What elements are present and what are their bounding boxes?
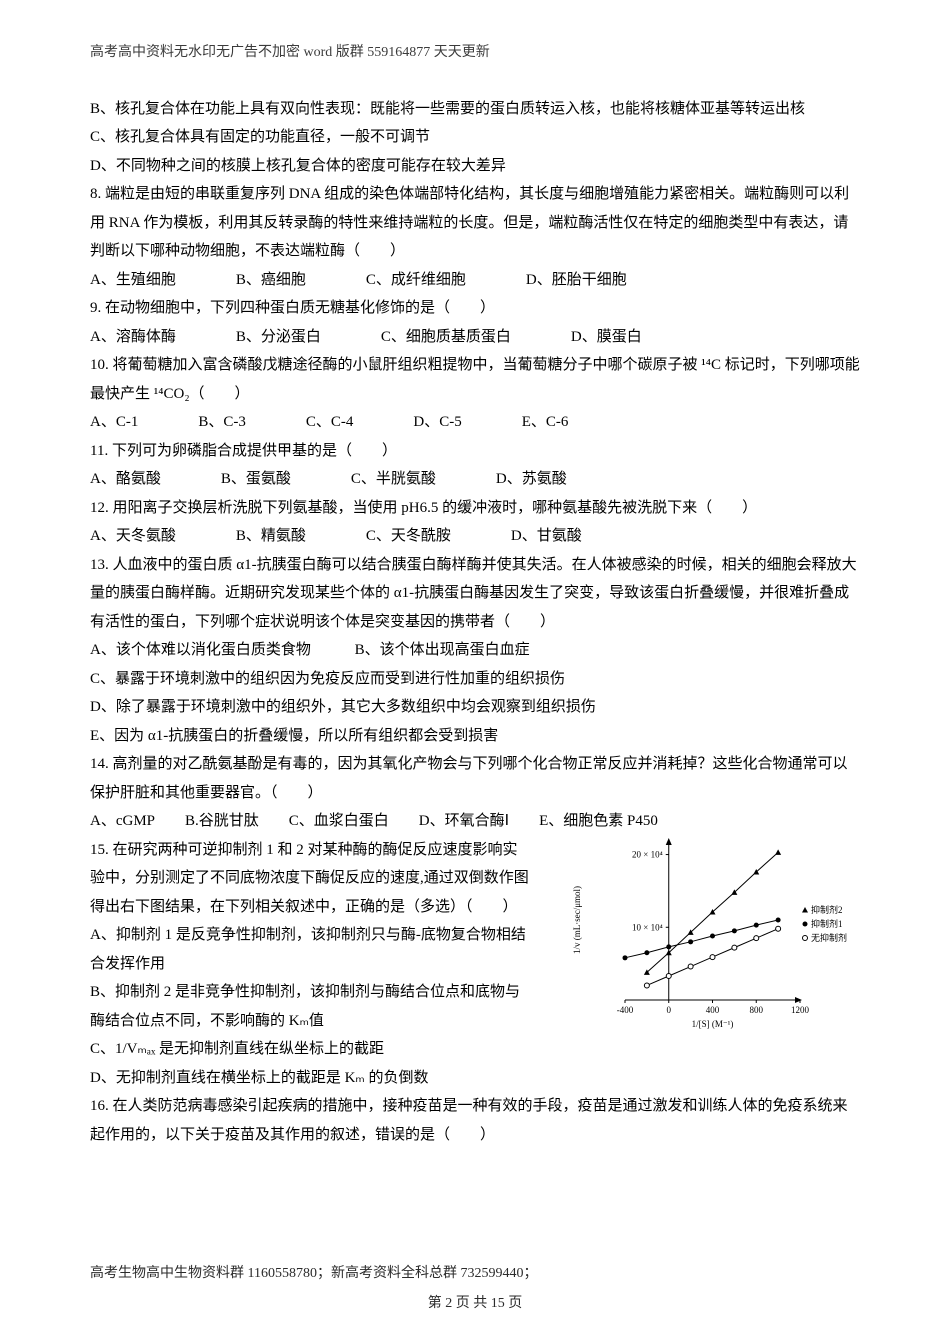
q11-a: A、酪氨酸: [90, 465, 161, 494]
svg-text:10 × 10⁴: 10 × 10⁴: [632, 922, 663, 932]
opt-c: C、核孔复合体具有固定的功能直径，一般不可调节: [90, 123, 860, 152]
q16-stem: 16. 在人类防范病毒感染引起疾病的措施中，接种疫苗是一种有效的手段，疫苗是通过…: [90, 1092, 860, 1149]
q12-a: A、天冬氨酸: [90, 522, 176, 551]
q8-a: A、生殖细胞: [90, 266, 176, 295]
q12-d: D、甘氨酸: [511, 522, 582, 551]
svg-text:800: 800: [750, 1005, 764, 1015]
q10-b: B、C-3: [198, 408, 246, 437]
opt-b: B、核孔复合体在功能上具有双向性表现：既能将一些需要的蛋白质转运入核，也能将核糖…: [90, 95, 860, 124]
q9-stem: 9. 在动物细胞中，下列四种蛋白质无糖基化修饰的是（ ）: [90, 294, 860, 323]
q8-d: D、胚胎干细胞: [526, 266, 627, 295]
q14-d: D、环氧合酶Ⅰ: [419, 807, 509, 836]
q9-c: C、细胞质基质蛋白: [381, 323, 511, 352]
q13-stem: 13. 人血液中的蛋白质 α1-抗胰蛋白酶可以结合胰蛋白酶样酶并使其失活。在人体…: [90, 551, 860, 637]
svg-text:20 × 10⁴: 20 × 10⁴: [632, 850, 663, 860]
q13-e: E、因为 α1-抗胰蛋白的折叠缓慢，所以所有组织都会受到损害: [90, 722, 860, 751]
svg-text:抑制剂2: 抑制剂2: [811, 904, 843, 915]
lineweaver-burk-chart: -400 0 400 800 1200 10 × 10⁴ 20 × 10⁴ 1/[S] (M⁻…: [570, 830, 860, 1030]
svg-text:1200: 1200: [791, 1005, 810, 1015]
svg-text:1/[S] (M⁻¹): 1/[S] (M⁻¹): [692, 1019, 734, 1029]
q13-options: A、该个体难以消化蛋白质类食物 B、该个体出现高蛋白血症: [90, 636, 860, 665]
q14-stem: 14. 高剂量的对乙酰氨基酚是有毒的，因为其氧化产物会与下列哪个化合物正常反应并…: [90, 750, 860, 807]
q11-options: A、酪氨酸 B、蛋氨酸 C、半胱氨酸 D、苏氨酸: [90, 465, 860, 494]
q10-options: A、C-1 B、C-3 C、C-4 D、C-5 E、C-6: [90, 408, 860, 437]
q10-e: E、C-6: [522, 408, 569, 437]
q8-stem: 8. 端粒是由短的串联重复序列 DNA 组成的染色体端部特化结构，其长度与细胞增…: [90, 180, 860, 266]
q10-c: C、C-4: [306, 408, 354, 437]
q13-d: D、除了暴露于环境刺激中的组织外，其它大多数组织中均会观察到组织损伤: [90, 693, 860, 722]
svg-text:1/v (mL·sec/μmol): 1/v (mL·sec/μmol): [572, 886, 582, 954]
q14-c: C、血浆白蛋白: [289, 807, 389, 836]
q15-c: C、1/Vₘₐₓ 是无抑制剂直线在纵坐标上的截距: [90, 1035, 860, 1064]
q10-d: D、C-5: [413, 408, 461, 437]
q15-a: A、抑制剂 1 是反竞争性抑制剂，该抑制剂只与酶-底物复合物相结合发挥作用: [90, 921, 530, 978]
svg-text:400: 400: [706, 1005, 720, 1015]
page-footer: 高考生物高中生物资料群 1160558780；新高考资料全科总群 7325994…: [90, 1261, 860, 1318]
q12-c: C、天冬酰胺: [366, 522, 451, 551]
svg-text:抑制剂1: 抑制剂1: [811, 918, 843, 929]
q8-options: A、生殖细胞 B、癌细胞 C、成纤维细胞 D、胚胎干细胞: [90, 266, 860, 295]
q9-options: A、溶酶体酶 B、分泌蛋白 C、细胞质基质蛋白 D、膜蛋白: [90, 323, 860, 352]
q14-b: B.谷胱甘肽: [185, 807, 259, 836]
svg-text:0: 0: [667, 1005, 672, 1015]
q12-stem: 12. 用阳离子交换层析洗脱下列氨基酸，当使用 pH6.5 的缓冲液时，哪种氨基…: [90, 494, 860, 523]
q15-stem: 15. 在研究两种可逆抑制剂 1 和 2 对某种酶的酶促反应速度影响实验中，分别…: [90, 836, 530, 922]
q10-stem: 10. 将葡萄糖加入富含磷酸戊糖途径酶的小鼠肝组织粗提物中，当葡萄糖分子中哪个碳…: [90, 351, 860, 408]
q11-d: D、苏氨酸: [496, 465, 567, 494]
q11-c: C、半胱氨酸: [351, 465, 436, 494]
q13-b: B、该个体出现高蛋白血症: [355, 636, 530, 665]
q13-c: C、暴露于环境刺激中的组织因为免疫反应而受到进行性加重的组织损伤: [90, 665, 860, 694]
q11-stem: 11. 下列可为卵磷脂合成提供甲基的是（ ）: [90, 437, 860, 466]
q9-a: A、溶酶体酶: [90, 323, 176, 352]
q11-b: B、蛋氨酸: [221, 465, 291, 494]
q15-b: B、抑制剂 2 是非竞争性抑制剂，该抑制剂与酶结合位点和底物与酶结合位点不同，不…: [90, 978, 530, 1035]
q15-d: D、无抑制剂直线在横坐标上的截距是 Kₘ 的负倒数: [90, 1064, 860, 1093]
q9-d: D、膜蛋白: [571, 323, 642, 352]
svg-text:-400: -400: [617, 1005, 634, 1015]
page-number: 第 2 页 共 15 页: [90, 1291, 860, 1318]
q8-c: C、成纤维细胞: [366, 266, 466, 295]
q12-b: B、精氨酸: [236, 522, 306, 551]
q13-a: A、该个体难以消化蛋白质类食物: [90, 636, 311, 665]
footer-line: 高考生物高中生物资料群 1160558780；新高考资料全科总群 7325994…: [90, 1261, 860, 1288]
q10-a: A、C-1: [90, 408, 138, 437]
page-header: 高考高中资料无水印无广告不加密 word 版群 559164877 天天更新: [90, 40, 860, 67]
q9-b: B、分泌蛋白: [236, 323, 321, 352]
opt-d: D、不同物种之间的核膜上核孔复合体的密度可能存在较大差异: [90, 152, 860, 181]
q14-a: A、cGMP: [90, 807, 155, 836]
svg-text:无抑制剂: 无抑制剂: [811, 932, 847, 943]
q8-b: B、癌细胞: [236, 266, 306, 295]
q12-options: A、天冬氨酸 B、精氨酸 C、天冬酰胺 D、甘氨酸: [90, 522, 860, 551]
